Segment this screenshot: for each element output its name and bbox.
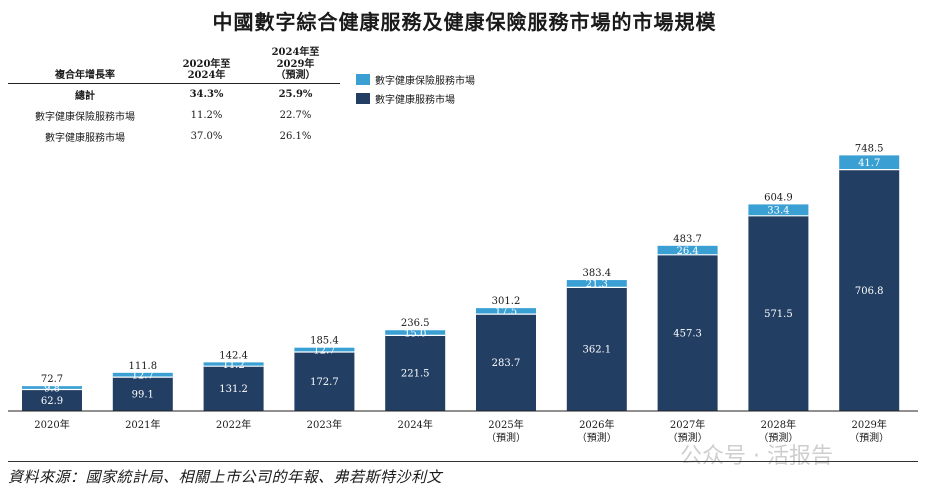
data-label-total: 383.4 bbox=[582, 268, 611, 279]
x-tick-label: 2029年 bbox=[851, 418, 886, 431]
x-tick-label: 2021年 bbox=[125, 418, 160, 431]
legend-item-insurance: 數字健康保險服務市場 bbox=[356, 72, 475, 87]
cagr-header-label: 複合年增長率 bbox=[55, 70, 115, 81]
bar-segment-insurance bbox=[22, 386, 82, 390]
cagr-value: 34.3% bbox=[189, 88, 224, 100]
chart-title: 中國數字綜合健康服務及健康保險服務市場的市場規模 bbox=[212, 10, 717, 34]
bar-segment-insurance bbox=[294, 347, 355, 353]
x-tick-label: 2028年 bbox=[761, 418, 796, 431]
data-label-health: 99.1 bbox=[132, 390, 154, 401]
x-tick-sublabel: （預測） bbox=[577, 431, 617, 444]
bar-segment-insurance bbox=[566, 280, 627, 288]
x-tick-label: 2020年 bbox=[34, 418, 69, 431]
x-tick-label: 2027年 bbox=[670, 418, 705, 431]
x-tick-sublabel: （預測） bbox=[668, 431, 708, 444]
bar-segment-insurance bbox=[112, 372, 173, 378]
bar-segment-health bbox=[839, 169, 900, 411]
data-label-total: 111.8 bbox=[128, 361, 157, 372]
bar-segment-health bbox=[385, 335, 446, 411]
bar-segment-health bbox=[203, 366, 264, 411]
x-tick-label: 2022年 bbox=[216, 418, 251, 431]
bar-segment-insurance bbox=[748, 204, 809, 216]
x-tick-sublabel: （預測） bbox=[486, 431, 526, 444]
data-label-insurance: 12.7 bbox=[313, 345, 335, 356]
cagr-row-health: 數字健康服務市場 37.0% 26.1% bbox=[8, 126, 340, 147]
cagr-row-insurance: 數字健康保險服務市場 11.2% 22.7% bbox=[8, 105, 340, 126]
data-label-total: 483.7 bbox=[673, 234, 702, 245]
source-divider bbox=[8, 461, 918, 462]
data-label-total: 142.4 bbox=[219, 350, 248, 361]
data-label-total: 185.4 bbox=[310, 336, 339, 347]
x-tick-label: 2023年 bbox=[307, 418, 342, 431]
data-label-health: 283.7 bbox=[492, 358, 521, 369]
cagr-value: 26.1% bbox=[279, 130, 312, 142]
x-tick-label: 2026年 bbox=[579, 418, 614, 431]
data-label-health: 62.9 bbox=[41, 396, 63, 407]
chart-legend: 數字健康保險服務市場 數字健康服務市場 bbox=[356, 72, 475, 110]
data-label-health: 131.2 bbox=[219, 384, 248, 395]
data-label-total: 236.5 bbox=[401, 318, 430, 329]
data-label-insurance: 26.4 bbox=[676, 246, 698, 257]
data-label-health: 571.5 bbox=[764, 309, 793, 320]
data-label-total: 604.9 bbox=[764, 192, 793, 203]
legend-label: 數字健康保險服務市場 bbox=[375, 76, 475, 87]
cagr-table: 複合年增長率 2020年至 2024年 2024年至 2029年 （預測） 總計… bbox=[8, 46, 340, 147]
cagr-row-label: 數字健康服務市場 bbox=[45, 132, 125, 144]
bar-segment-health bbox=[112, 377, 173, 411]
cagr-col1-header: 2020年至 2024年 bbox=[182, 58, 231, 82]
data-label-health: 362.1 bbox=[582, 345, 611, 356]
cagr-value: 22.7% bbox=[279, 109, 312, 121]
cagr-value: 37.0% bbox=[190, 130, 223, 142]
cagr-row-label: 數字健康保險服務市場 bbox=[35, 111, 135, 123]
data-label-insurance: 17.5 bbox=[495, 307, 517, 318]
data-label-insurance: 9.8 bbox=[44, 383, 60, 394]
data-label-health: 457.3 bbox=[673, 328, 702, 339]
legend-item-health: 數字健康服務市場 bbox=[356, 91, 475, 106]
data-label-insurance: 33.4 bbox=[767, 206, 789, 217]
source-note: 資料來源：國家統計局、相關上市公司的年報、弗若斯特沙利文 bbox=[8, 468, 443, 486]
bar-segment-health bbox=[476, 314, 536, 411]
bar-segment-health bbox=[657, 254, 718, 411]
watermark: 公众号 · 活报告 bbox=[680, 444, 833, 469]
cagr-value: 25.9% bbox=[278, 88, 313, 100]
data-label-health: 221.5 bbox=[401, 369, 430, 380]
bar-segment-health bbox=[748, 215, 809, 411]
legend-swatch bbox=[356, 93, 370, 104]
data-label-insurance: 41.7 bbox=[858, 158, 880, 169]
legend-swatch bbox=[356, 74, 370, 85]
bar-segment-insurance bbox=[476, 308, 536, 315]
data-label-insurance: 15.0 bbox=[404, 328, 426, 339]
legend-label: 數字健康服務市場 bbox=[375, 95, 455, 106]
data-label-total: 301.2 bbox=[492, 296, 521, 307]
data-label-total: 72.7 bbox=[41, 374, 63, 385]
bar-chart: 62.99.872.72020年99.112.7111.82021年131.21… bbox=[8, 143, 918, 444]
data-label-health: 706.8 bbox=[855, 286, 884, 297]
x-tick-label: 2024年 bbox=[397, 418, 432, 431]
bar-segment-insurance bbox=[385, 330, 446, 336]
data-label-insurance: 21.3 bbox=[586, 279, 608, 290]
x-tick-label: 2025年 bbox=[488, 418, 523, 431]
data-label-health: 172.7 bbox=[310, 377, 339, 388]
cagr-row-total: 總計 34.3% 25.9% bbox=[8, 83, 340, 105]
x-tick-sublabel: （預測） bbox=[849, 431, 889, 444]
bar-segment-health bbox=[566, 287, 627, 411]
data-label-insurance: 11.2 bbox=[222, 360, 244, 371]
bar-segment-health bbox=[294, 352, 355, 411]
bar-segment-health bbox=[22, 389, 82, 411]
bar-segment-insurance bbox=[839, 155, 900, 170]
cagr-col2-header: 2024年至 2029年 （預測） bbox=[271, 47, 320, 81]
cagr-row-label: 總計 bbox=[75, 90, 95, 102]
data-label-total: 748.5 bbox=[855, 143, 884, 154]
data-label-insurance: 12.7 bbox=[132, 370, 154, 381]
cagr-value: 11.2% bbox=[190, 109, 223, 121]
x-tick-sublabel: （預測） bbox=[758, 431, 798, 444]
bar-segment-insurance bbox=[657, 245, 718, 255]
bar-segment-insurance bbox=[203, 362, 264, 367]
